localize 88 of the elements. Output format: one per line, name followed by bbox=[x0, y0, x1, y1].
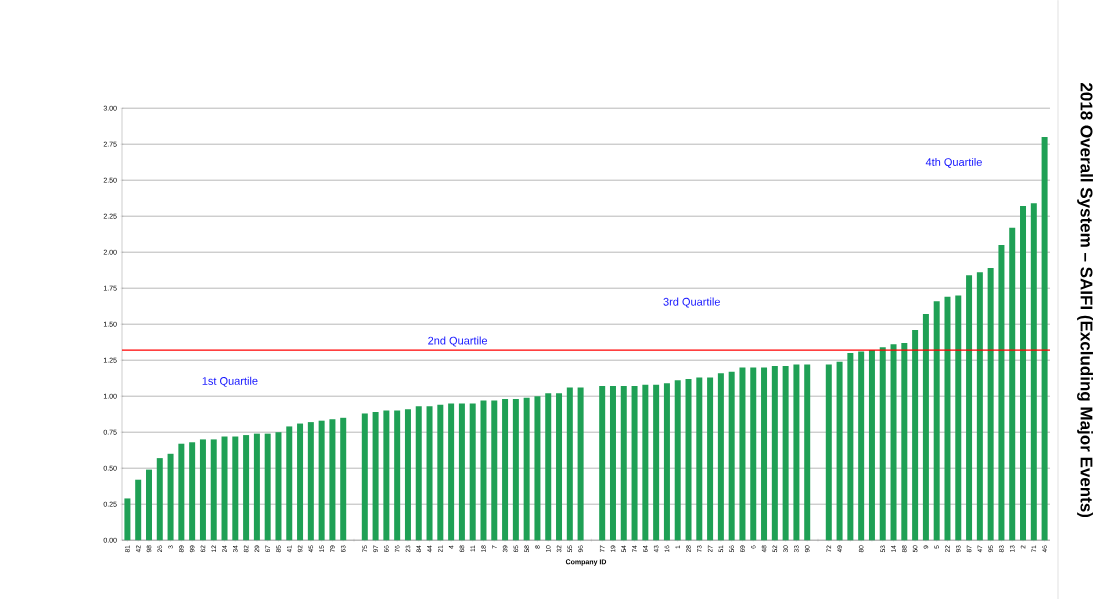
bar bbox=[944, 296, 951, 540]
bar bbox=[415, 406, 422, 540]
bar bbox=[858, 351, 865, 540]
bar bbox=[728, 371, 735, 540]
bar bbox=[156, 457, 163, 540]
bar bbox=[717, 372, 724, 540]
bar bbox=[372, 411, 379, 540]
bar bbox=[879, 347, 886, 540]
bar bbox=[642, 384, 649, 540]
bar bbox=[955, 295, 962, 540]
bar bbox=[426, 406, 433, 540]
bar bbox=[232, 436, 239, 540]
bar bbox=[825, 364, 832, 540]
bar bbox=[663, 383, 670, 540]
bar bbox=[135, 479, 142, 540]
bar bbox=[609, 385, 616, 540]
bar bbox=[167, 453, 174, 540]
bar bbox=[329, 419, 336, 540]
bar bbox=[253, 433, 260, 540]
bar bbox=[221, 436, 228, 540]
bar bbox=[361, 413, 368, 540]
annotation: 3rd Quartile bbox=[663, 297, 720, 308]
bar bbox=[761, 367, 768, 540]
bar bbox=[480, 400, 487, 540]
bar bbox=[264, 433, 271, 540]
bar bbox=[491, 400, 498, 540]
bar bbox=[890, 344, 897, 540]
annotation: 2nd Quartile bbox=[428, 336, 488, 347]
bar bbox=[901, 342, 908, 540]
bar bbox=[469, 403, 476, 540]
bar bbox=[383, 410, 390, 540]
bar bbox=[318, 420, 325, 540]
bar bbox=[1020, 205, 1027, 540]
bar bbox=[145, 469, 152, 540]
bar bbox=[750, 367, 757, 540]
annotation: 4th Quartile bbox=[925, 157, 982, 168]
bar bbox=[448, 403, 455, 540]
bar bbox=[394, 410, 401, 540]
bar bbox=[1030, 203, 1037, 540]
bar bbox=[782, 365, 789, 540]
bar bbox=[793, 364, 800, 540]
bar bbox=[458, 403, 465, 540]
bar bbox=[243, 434, 250, 540]
bar bbox=[620, 385, 627, 540]
bar bbox=[512, 398, 519, 540]
bar bbox=[912, 329, 919, 540]
annotation: 1st Quartile bbox=[202, 376, 258, 387]
bar bbox=[836, 361, 843, 540]
bar bbox=[1041, 136, 1048, 540]
bar bbox=[922, 313, 929, 540]
bar bbox=[502, 398, 509, 540]
bar bbox=[696, 377, 703, 540]
bar bbox=[178, 443, 185, 540]
bar bbox=[998, 244, 1005, 540]
bar bbox=[966, 275, 973, 540]
bar bbox=[868, 349, 875, 540]
bar bbox=[297, 423, 304, 540]
bar bbox=[771, 365, 778, 540]
bar bbox=[566, 387, 573, 540]
bar bbox=[124, 498, 131, 540]
bar bbox=[707, 377, 714, 540]
bar bbox=[933, 300, 940, 540]
bar bbox=[404, 408, 411, 540]
bar bbox=[523, 397, 530, 540]
bar bbox=[674, 380, 681, 540]
bar bbox=[987, 267, 994, 540]
bar bbox=[545, 393, 552, 540]
text: 2018 Overall System – SAIFI (Excluding Major Events) bbox=[1077, 82, 1093, 517]
bar bbox=[847, 352, 854, 540]
bar bbox=[437, 404, 444, 540]
bar bbox=[307, 421, 314, 540]
bar bbox=[210, 439, 217, 540]
bar bbox=[286, 426, 293, 540]
bar bbox=[556, 393, 563, 540]
bar bbox=[577, 387, 584, 540]
bar bbox=[739, 367, 746, 540]
bar bbox=[534, 396, 541, 540]
bar bbox=[976, 272, 983, 540]
bar bbox=[653, 384, 660, 540]
bar bbox=[599, 385, 606, 540]
bar bbox=[685, 378, 692, 540]
bar bbox=[1009, 227, 1016, 540]
bar bbox=[189, 442, 196, 540]
bar bbox=[275, 432, 282, 540]
bar bbox=[199, 439, 206, 540]
bar bbox=[804, 364, 811, 540]
bar bbox=[340, 417, 347, 540]
bar bbox=[631, 385, 638, 540]
